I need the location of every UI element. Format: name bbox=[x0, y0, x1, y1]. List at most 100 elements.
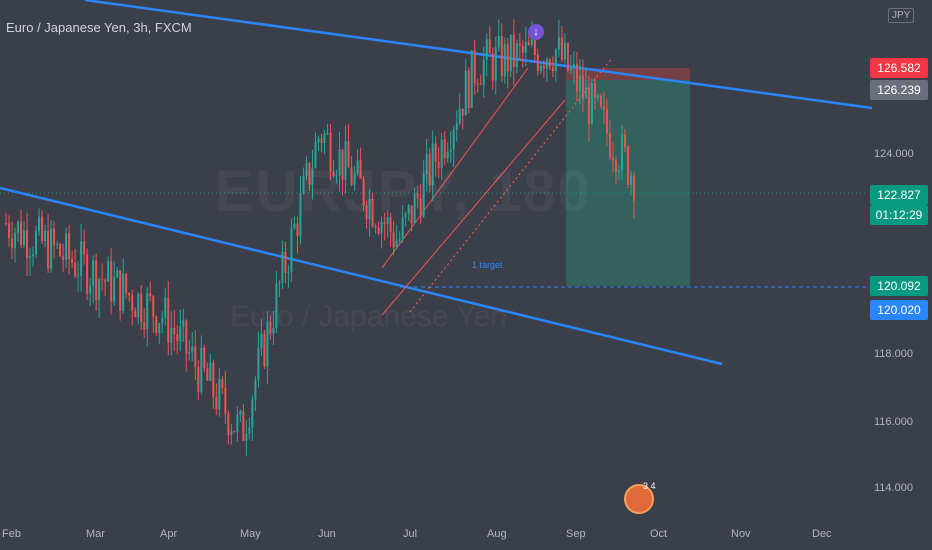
candle-body bbox=[167, 297, 170, 343]
candle-body bbox=[416, 193, 419, 199]
candle-body bbox=[209, 362, 212, 381]
candle-body bbox=[518, 43, 521, 46]
candle-body bbox=[218, 379, 221, 410]
candle-body bbox=[197, 366, 200, 392]
candle-body bbox=[581, 75, 584, 99]
candle-body bbox=[605, 109, 608, 134]
candle-body bbox=[338, 149, 341, 176]
candle-body bbox=[575, 64, 578, 92]
upper-trendline[interactable] bbox=[84, 0, 873, 110]
channel-upper[interactable] bbox=[381, 67, 529, 269]
candle-body bbox=[368, 199, 371, 220]
candle-body bbox=[515, 43, 518, 67]
candle-body bbox=[311, 167, 314, 185]
candle-body bbox=[569, 67, 572, 71]
candle-body bbox=[299, 192, 302, 237]
candle-body bbox=[590, 82, 593, 124]
stop-price-badge: 126.582 bbox=[870, 58, 928, 78]
time-tick: Jun bbox=[318, 528, 336, 540]
candle-body bbox=[383, 222, 386, 224]
last-price-badge: 122.827 bbox=[870, 185, 928, 205]
candle-body bbox=[185, 320, 188, 354]
event-arrow-icon[interactable]: ↓ bbox=[528, 24, 544, 40]
candle-body bbox=[359, 160, 362, 179]
candle-body bbox=[260, 333, 263, 349]
candle-body bbox=[326, 133, 329, 135]
time-tick: Sep bbox=[566, 528, 586, 540]
candle-body bbox=[212, 362, 215, 397]
candle-body bbox=[140, 293, 143, 323]
channel-mid-dotted[interactable] bbox=[409, 57, 613, 313]
candle-body bbox=[29, 256, 32, 259]
candle-body bbox=[188, 352, 191, 354]
candle-body bbox=[626, 147, 629, 185]
candle-body bbox=[233, 431, 236, 433]
candle-body bbox=[413, 193, 416, 224]
candle-body bbox=[332, 171, 335, 176]
candle-body bbox=[584, 87, 587, 99]
candle-body bbox=[56, 244, 59, 246]
candle-body bbox=[44, 231, 47, 241]
candle-body bbox=[410, 205, 413, 224]
candle-body bbox=[257, 348, 260, 381]
candle-body bbox=[398, 239, 401, 241]
candle-body bbox=[47, 231, 50, 269]
channel-lower[interactable] bbox=[381, 99, 566, 316]
candle-body bbox=[119, 270, 122, 311]
price-tick: 118.000 bbox=[874, 348, 913, 360]
candle-body bbox=[41, 216, 44, 241]
candle-body bbox=[521, 45, 524, 53]
candle-body bbox=[593, 82, 596, 98]
candle-body bbox=[248, 427, 251, 434]
candle-body bbox=[614, 160, 617, 172]
candle-body bbox=[113, 277, 116, 302]
candle-body bbox=[269, 322, 272, 334]
candle-body bbox=[227, 413, 230, 436]
candle-body bbox=[347, 141, 350, 168]
candle-body bbox=[32, 254, 35, 257]
candle-body bbox=[224, 387, 227, 414]
earnings-icon[interactable] bbox=[624, 484, 654, 514]
candle-body bbox=[602, 106, 605, 110]
candle-body bbox=[101, 279, 104, 281]
candle-body bbox=[122, 273, 125, 311]
candle-body bbox=[215, 396, 218, 410]
candle-body bbox=[287, 271, 290, 273]
candles-group bbox=[5, 19, 635, 457]
candle-body bbox=[110, 261, 113, 302]
price-tick: 124.000 bbox=[874, 148, 914, 160]
price-axis[interactable] bbox=[868, 0, 932, 520]
currency-tag[interactable]: JPY bbox=[888, 8, 915, 23]
time-tick: May bbox=[240, 528, 261, 540]
candle-body bbox=[467, 70, 470, 108]
time-tick: Feb bbox=[2, 528, 21, 540]
candle-body bbox=[230, 431, 233, 436]
target-price-badge: 120.092 bbox=[870, 276, 928, 296]
candle-body bbox=[542, 65, 545, 69]
candle-body bbox=[143, 322, 146, 330]
target-annotation[interactable]: 1 target bbox=[472, 260, 503, 270]
candle-body bbox=[74, 262, 77, 276]
candle-body bbox=[26, 230, 29, 259]
candle-body bbox=[323, 133, 326, 143]
candle-body bbox=[464, 70, 467, 116]
candle-body bbox=[86, 254, 89, 294]
candle-body bbox=[11, 238, 14, 249]
candle-body bbox=[365, 205, 368, 220]
candle-body bbox=[176, 334, 179, 342]
candle-body bbox=[374, 226, 377, 228]
candle-body bbox=[533, 39, 536, 56]
countdown-badge: 01:12:29 bbox=[870, 205, 928, 225]
candle-body bbox=[452, 129, 455, 150]
candle-body bbox=[545, 59, 548, 69]
time-tick: Dec bbox=[812, 528, 832, 540]
candle-body bbox=[620, 135, 623, 171]
candle-body bbox=[317, 138, 320, 143]
candle-body bbox=[506, 43, 509, 72]
lower-trendline[interactable] bbox=[0, 186, 723, 366]
candle-body bbox=[242, 411, 245, 441]
candle-body bbox=[38, 216, 41, 232]
candle-body bbox=[137, 293, 140, 318]
